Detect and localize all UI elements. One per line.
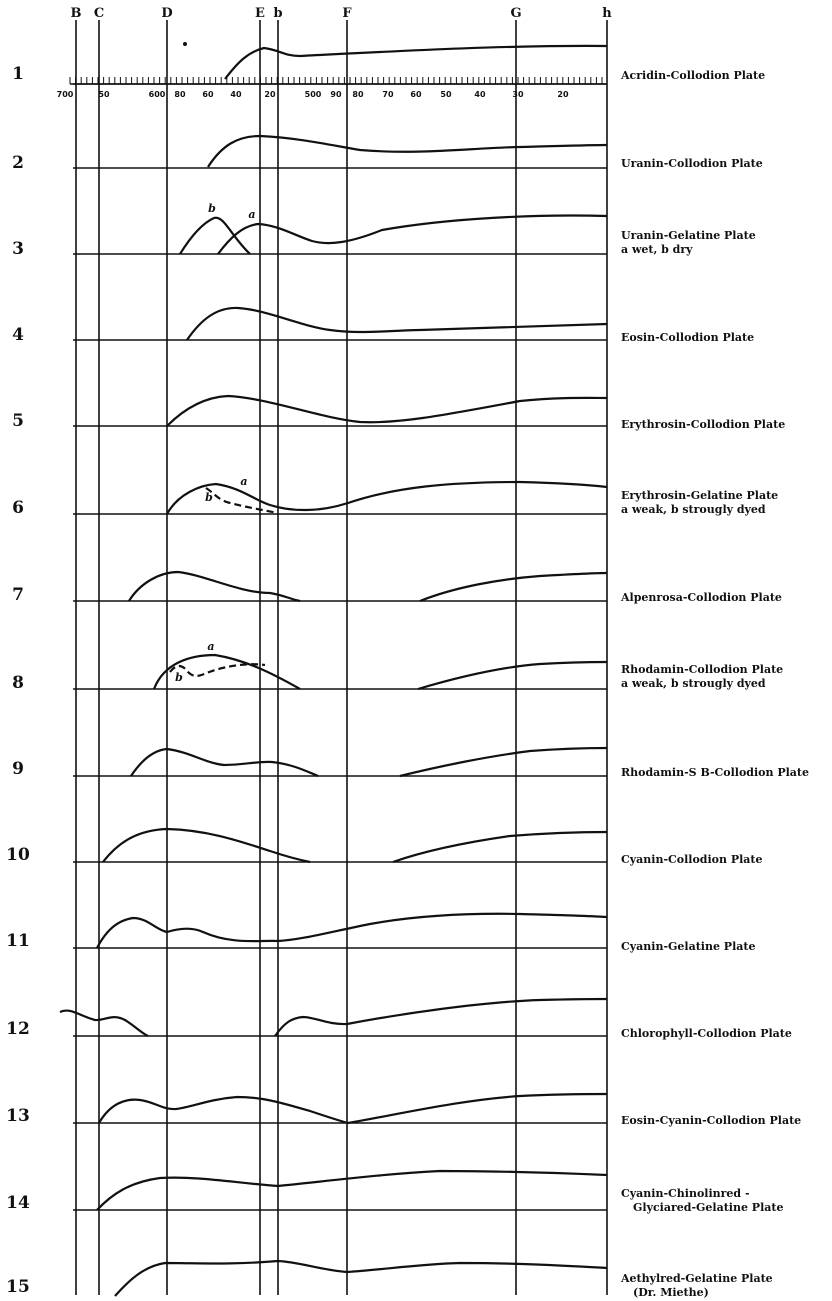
plate-label: Erythrosin-Collodion Plate (621, 418, 785, 431)
plate-label: Aethylred-Gelatine Plate (620, 1272, 773, 1285)
plate-label: Chlorophyll-Collodion Plate (621, 1027, 792, 1040)
plate-number: 10 (6, 845, 30, 865)
sensitivity-curve (417, 660, 608, 691)
sensitivity-curve (399, 746, 608, 778)
sensitivity-curve (207, 134, 608, 168)
sensitivity-curve (114, 1259, 608, 1297)
wavelength-tick-label: 60 (410, 90, 422, 99)
fraunhofer-label: G (510, 6, 521, 21)
fraunhofer-label: F (342, 6, 352, 21)
plate-number: 14 (6, 1193, 30, 1213)
wavelength-tick-label: 90 (330, 90, 342, 99)
wavelength-tick-label: 20 (264, 90, 276, 99)
wavelength-scale: 700 50 600 80 60 40 20 500 90 80 70 60 50 40 30 20 (57, 77, 607, 99)
sensitivity-curve (130, 747, 319, 778)
plate-number: 5 (12, 411, 24, 431)
plate-label-group: Acridin-Collodion Plate Uranin-Collodion … (620, 69, 809, 1299)
sensitivity-curve (152, 653, 301, 690)
plate-number: 2 (12, 153, 24, 173)
plate-number: 7 (12, 585, 24, 605)
sensitivity-curve (419, 571, 608, 603)
plate-label: Glyciared-Gelatine Plate (633, 1201, 783, 1214)
wavelength-tick-label: 70 (382, 90, 394, 99)
fraunhofer-label: h (602, 6, 612, 21)
plate-number: 3 (12, 239, 24, 259)
sensitivity-curve (166, 480, 608, 515)
plate-label: Alpenrosa-Collodion Plate (620, 591, 782, 604)
wavelength-tick-label: 80 (352, 90, 364, 99)
plate-label: Eosin-Collodion Plate (621, 331, 754, 344)
wavelength-tick-label: 60 (202, 90, 214, 99)
wavelength-tick-label: 80 (174, 90, 186, 99)
plate-label: Cyanin-Chinolinred - (621, 1187, 750, 1200)
plate-label: Uranin-Collodion Plate (621, 157, 763, 170)
baseline-group (73, 83, 607, 1211)
sensitivity-curve (98, 1092, 608, 1125)
wavelength-tick-label: 40 (474, 90, 486, 99)
plate-label: Cyanin-Gelatine Plate (621, 940, 755, 953)
curve-letter-label: b (175, 671, 183, 684)
curve-letter-label: a (248, 208, 255, 221)
plate-label: Eosin-Cyanin-Collodion Plate (621, 1114, 801, 1127)
wavelength-tick-label: 30 (512, 90, 524, 99)
wavelength-tick-label: 50 (440, 90, 452, 99)
plate-label: Erythrosin-Gelatine Plate (621, 489, 778, 502)
sensitivity-curve (224, 44, 608, 80)
curve-letter-label: a (207, 640, 214, 653)
fraunhofer-label: E (255, 6, 265, 21)
wavelength-tick-label: 40 (230, 90, 242, 99)
plate-label: Uranin-Gelatine Plate (621, 229, 756, 242)
wavelength-tick-label: 20 (557, 90, 569, 99)
sensitivity-curve (217, 214, 608, 255)
fraunhofer-label: b (273, 6, 282, 21)
curve-letter-label: a (240, 475, 247, 488)
sensitivity-curve (59, 1009, 149, 1037)
plate-label: Cyanin-Collodion Plate (621, 853, 763, 866)
curve-letter-group: b a a b a b (175, 202, 255, 684)
curve-letter-label: b (208, 202, 216, 215)
plate-label: a wet, b dry (621, 243, 693, 256)
curve-letter-label: b (205, 491, 213, 504)
sensitivity-curve (392, 830, 608, 864)
sensitivity-curve (179, 216, 251, 255)
plate-number: 12 (6, 1019, 30, 1039)
plate-label: Rhodamin-Collodion Plate (621, 663, 783, 676)
fraunhofer-label: C (94, 6, 104, 21)
sensitivity-curve (96, 912, 608, 949)
sensitivity-curve (205, 487, 279, 515)
plate-number: 9 (12, 759, 24, 779)
plate-number: 6 (12, 498, 24, 518)
wavelength-tick-label: 600 (149, 90, 166, 99)
plate-number: 11 (6, 931, 30, 951)
plate-label: a weak, b strougly dyed (621, 503, 766, 516)
fraunhofer-label: B (71, 6, 82, 21)
fraunhofer-label: D (161, 6, 172, 21)
plate-number: 1 (12, 64, 24, 84)
plate-number: 8 (12, 673, 24, 693)
wavelength-tick-label: 700 (57, 90, 74, 99)
sensitivity-curve (274, 997, 608, 1037)
sensitivity-curve (166, 394, 608, 427)
sensitivity-curve (96, 1169, 608, 1211)
curve-group (59, 44, 608, 1297)
wavelength-tick-label: 500 (305, 90, 322, 99)
fraunhofer-line-group (75, 20, 608, 1295)
wavelength-tick-label: 50 (98, 90, 110, 99)
plate-label: Rhodamin-S B-Collodion Plate (621, 766, 809, 779)
sensitivity-curve (186, 306, 608, 341)
sensitivity-curve (169, 663, 266, 678)
plate-label: Acridin-Collodion Plate (620, 69, 765, 82)
plate-number: 4 (12, 325, 24, 345)
print-speck (183, 41, 188, 46)
plate-label: (Dr. Miethe) (633, 1286, 709, 1299)
sensitivity-curve (128, 570, 301, 603)
plate-number: 15 (6, 1277, 30, 1297)
plate-number: 13 (6, 1106, 30, 1126)
plate-label: a weak, b strougly dyed (621, 677, 766, 690)
sensitivity-curve (102, 827, 311, 864)
